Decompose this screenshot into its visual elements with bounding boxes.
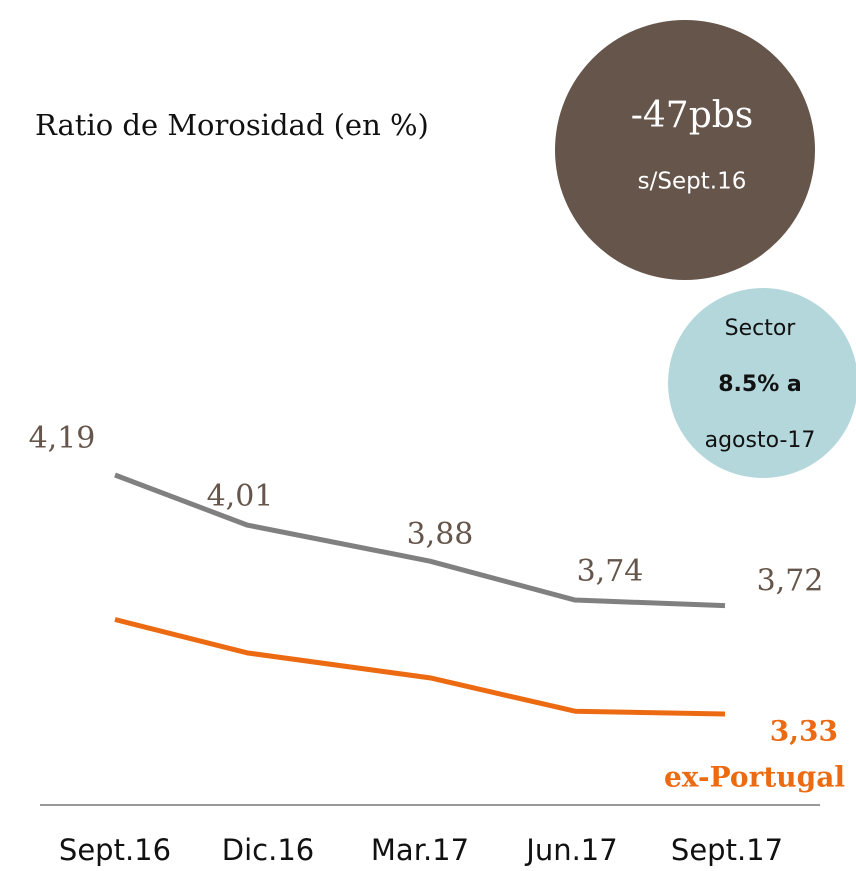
value-label: 3,88 xyxy=(407,517,474,552)
x-tick-label: Mar.17 xyxy=(371,833,469,867)
change-ref: s/Sept.16 xyxy=(638,169,747,195)
x-tick-label: Sept.16 xyxy=(59,833,171,867)
x-tick-label: Sept.17 xyxy=(671,833,783,867)
x-tick-label: Jun.17 xyxy=(524,833,617,867)
sector-text: Sector xyxy=(725,316,797,341)
change-bubble xyxy=(555,20,815,280)
series-line xyxy=(114,472,726,609)
value-label: 4,19 xyxy=(29,421,96,456)
sector-bubble xyxy=(668,288,856,478)
sector-text: 8.5% a xyxy=(718,372,802,397)
legend-label: ex-Portugal xyxy=(664,761,845,794)
value-label: 3,72 xyxy=(757,564,824,599)
value-label: 3,33 xyxy=(770,715,838,748)
sector-text: agosto-17 xyxy=(705,428,816,453)
chart-title: Ratio de Morosidad (en %) xyxy=(35,108,429,142)
value-label: 4,01 xyxy=(207,479,274,514)
series-line xyxy=(114,617,726,717)
x-tick-label: Dic.16 xyxy=(222,833,314,867)
value-label: 3,74 xyxy=(577,554,644,589)
change-text: -47pbs xyxy=(631,95,754,136)
